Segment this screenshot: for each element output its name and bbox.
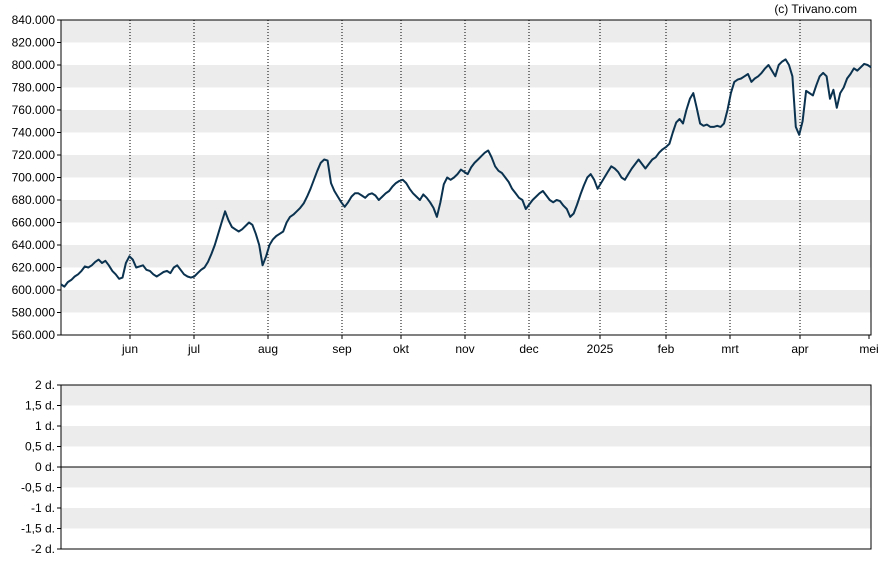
copyright-label: (c) Trivano.com	[774, 2, 857, 16]
y-tick-label: -2 d.	[31, 542, 55, 556]
y-tick-label: -0,5 d.	[21, 481, 55, 495]
x-tick-label: dec	[519, 342, 538, 356]
y-tick-label: 800.000	[12, 58, 56, 72]
x-tick-label: nov	[455, 342, 474, 356]
grid-band	[61, 426, 871, 447]
y-tick-label: 700.000	[12, 171, 56, 185]
x-tick-label: mei	[859, 342, 878, 356]
y-tick-label: 2 d.	[35, 378, 55, 392]
volume-panel: 2 d. 1,5 d. 1 d. 0,5 d. 0 d. -0,5 d. -1 d. -1,5…	[21, 378, 872, 556]
grid-band	[61, 110, 871, 133]
y-tick-label: 720.000	[12, 148, 56, 162]
y-tick-label: 1,5 d.	[25, 399, 55, 413]
x-tick-label: jun	[121, 342, 138, 356]
y-tick-label: -1 d.	[31, 501, 55, 515]
grid-band	[61, 245, 871, 268]
y-tick-label: 620.000	[12, 261, 56, 275]
y-tick-label: 780.000	[12, 81, 56, 95]
x-tick-label: aug	[258, 342, 278, 356]
x-tick-label: sep	[332, 342, 352, 356]
y-tick-label: 660.000	[12, 216, 56, 230]
grid-band	[61, 65, 871, 88]
x-tick-label: okt	[393, 342, 410, 356]
x-tick-label: jul	[187, 342, 200, 356]
y-tick-label: 740.000	[12, 126, 56, 140]
grid-band	[61, 385, 871, 406]
y-tick-label: 560.000	[12, 328, 56, 342]
y-tick-label: 680.000	[12, 193, 56, 207]
grid-band	[61, 467, 871, 488]
y-tick-label: 580.000	[12, 306, 56, 320]
volume-panel-frame	[60, 384, 872, 550]
y-tick-label: 840.000	[12, 13, 56, 27]
x-tick-label: 2025	[587, 342, 614, 356]
y-tick-label: -1,5 d.	[21, 522, 55, 536]
y-tick-label: 0,5 d.	[25, 440, 55, 454]
price-panel: jun jul aug sep okt nov dec 2025 feb mrt apr mei 560…	[12, 13, 879, 356]
x-tick-label: apr	[791, 342, 808, 356]
price-panel-frame	[60, 19, 872, 336]
y-tick-label: 1 d.	[35, 419, 55, 433]
y-tick-label: 640.000	[12, 238, 56, 252]
grid-band	[61, 155, 871, 178]
price-series-line	[60, 58, 872, 288]
y-tick-label: 0 d.	[35, 460, 55, 474]
grid-band	[61, 290, 871, 313]
x-tick-label: feb	[658, 342, 675, 356]
grid-band	[61, 200, 871, 223]
y-tick-label: 760.000	[12, 103, 56, 117]
x-tick-label: mrt	[721, 342, 739, 356]
y-tick-label: 820.000	[12, 36, 56, 50]
grid-band	[61, 20, 871, 43]
y-tick-label: 600.000	[12, 283, 56, 297]
grid-band	[61, 508, 871, 529]
